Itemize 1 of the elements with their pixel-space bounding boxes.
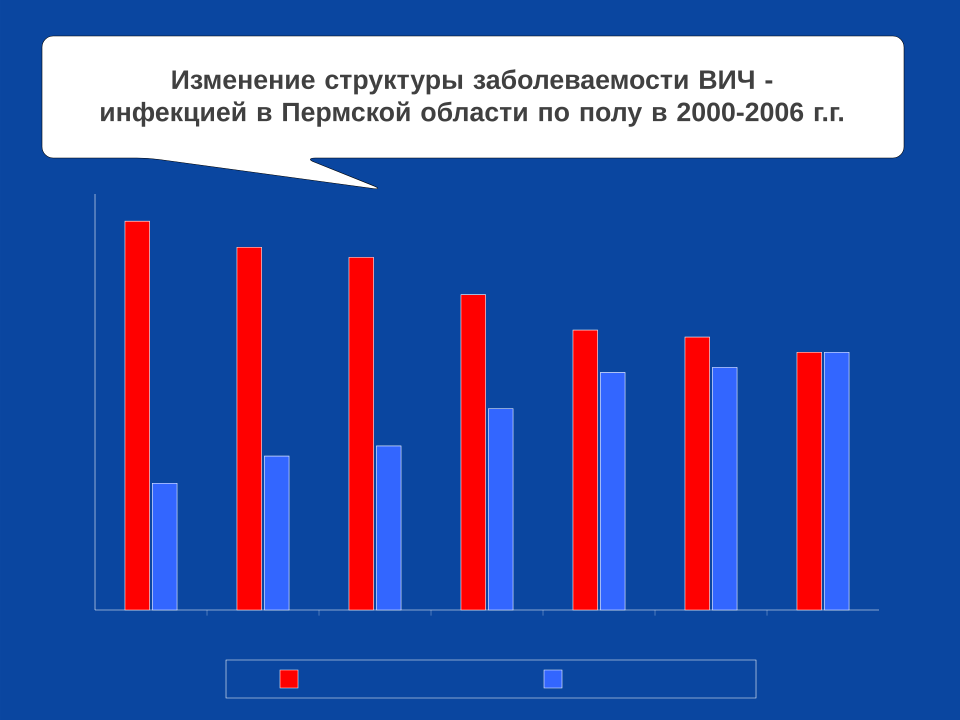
chart-title: Изменение структуры заболеваемости ВИЧ - инфекцией в Пермской области по полу в 2000-2006 г.г. <box>101 69 843 127</box>
